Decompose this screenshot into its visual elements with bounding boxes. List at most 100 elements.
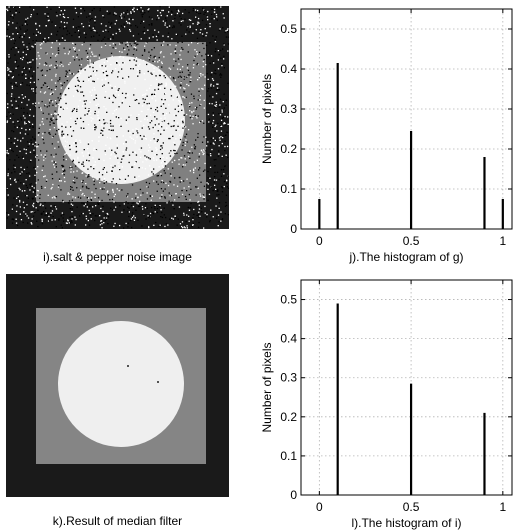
salt-speck bbox=[103, 217, 105, 219]
pepper-speck bbox=[151, 212, 153, 214]
pepper-speck bbox=[187, 64, 189, 66]
pepper-speck bbox=[7, 57, 9, 59]
salt-speck bbox=[70, 144, 73, 147]
salt-speck bbox=[154, 211, 156, 213]
salt-speck bbox=[122, 64, 124, 66]
pepper-speck bbox=[128, 116, 130, 118]
pepper-speck bbox=[70, 188, 72, 190]
salt-speck bbox=[156, 39, 158, 41]
salt-speck bbox=[99, 215, 101, 217]
salt-speck bbox=[7, 9, 9, 12]
salt-speck bbox=[17, 139, 19, 141]
pepper-speck bbox=[225, 36, 227, 38]
salt-speck bbox=[35, 34, 37, 36]
pepper-speck bbox=[162, 142, 164, 144]
salt-speck bbox=[132, 8, 134, 11]
pepper-speck bbox=[138, 9, 140, 11]
salt-speck bbox=[114, 156, 116, 158]
pepper-speck bbox=[17, 197, 19, 199]
salt-pepper-noise-image bbox=[6, 6, 229, 229]
salt-speck bbox=[51, 186, 53, 189]
pepper-speck bbox=[104, 96, 106, 99]
salt-speck bbox=[64, 145, 66, 148]
pepper-speck bbox=[71, 215, 73, 218]
pepper-speck bbox=[130, 25, 132, 27]
salt-speck bbox=[175, 95, 178, 97]
salt-speck bbox=[65, 158, 67, 161]
pepper-speck bbox=[112, 101, 114, 104]
salt-speck bbox=[26, 195, 28, 197]
salt-speck bbox=[181, 193, 184, 196]
pepper-speck bbox=[152, 34, 154, 36]
salt-speck bbox=[148, 144, 150, 146]
pepper-speck bbox=[97, 39, 99, 41]
pepper-speck bbox=[111, 22, 113, 24]
salt-speck bbox=[160, 61, 163, 63]
salt-speck bbox=[199, 193, 201, 195]
salt-speck bbox=[90, 110, 92, 112]
pepper-speck bbox=[26, 121, 28, 123]
pepper-speck bbox=[114, 96, 117, 99]
salt-speck bbox=[8, 137, 10, 140]
pepper-speck bbox=[95, 126, 97, 128]
pepper-speck bbox=[45, 207, 47, 209]
salt-speck bbox=[136, 202, 138, 204]
pepper-speck bbox=[69, 221, 71, 223]
pepper-speck bbox=[40, 87, 42, 89]
pepper-speck bbox=[130, 68, 132, 70]
salt-speck bbox=[193, 64, 195, 66]
salt-speck bbox=[161, 179, 163, 182]
salt-speck bbox=[10, 95, 13, 97]
pepper-speck bbox=[38, 106, 40, 109]
salt-speck bbox=[27, 48, 29, 50]
pepper-speck bbox=[13, 168, 15, 170]
salt-speck bbox=[218, 207, 220, 209]
pepper-speck bbox=[185, 221, 187, 223]
salt-speck bbox=[27, 17, 29, 19]
pepper-speck bbox=[68, 32, 71, 34]
salt-speck bbox=[171, 123, 173, 125]
salt-speck bbox=[202, 88, 204, 90]
salt-speck bbox=[126, 122, 128, 124]
pepper-speck bbox=[17, 188, 19, 190]
salt-speck bbox=[122, 151, 124, 153]
salt-speck bbox=[206, 16, 209, 18]
salt-speck bbox=[14, 137, 16, 140]
pepper-speck bbox=[151, 73, 153, 75]
salt-speck bbox=[14, 61, 16, 63]
salt-speck bbox=[93, 164, 95, 166]
pepper-speck bbox=[58, 99, 60, 101]
pepper-speck bbox=[61, 84, 63, 86]
salt-speck bbox=[120, 117, 122, 119]
salt-speck bbox=[74, 7, 77, 9]
pepper-speck bbox=[120, 42, 122, 44]
pepper-speck bbox=[62, 156, 65, 158]
pepper-speck bbox=[87, 176, 89, 178]
salt-speck bbox=[124, 80, 126, 82]
salt-speck bbox=[193, 169, 195, 172]
pepper-speck bbox=[141, 16, 143, 18]
salt-speck bbox=[179, 134, 181, 136]
salt-speck bbox=[198, 204, 200, 206]
salt-speck bbox=[41, 220, 43, 222]
salt-speck bbox=[198, 88, 200, 90]
salt-speck bbox=[159, 123, 161, 126]
pepper-speck bbox=[44, 131, 46, 134]
pepper-speck bbox=[11, 218, 13, 220]
pepper-speck bbox=[176, 224, 178, 226]
pepper-speck bbox=[220, 169, 223, 171]
pepper-speck bbox=[103, 182, 105, 184]
pepper-speck bbox=[77, 26, 79, 28]
salt-speck bbox=[162, 44, 164, 46]
pepper-speck bbox=[80, 91, 82, 93]
salt-speck bbox=[189, 110, 191, 112]
salt-speck bbox=[181, 221, 184, 223]
salt-speck bbox=[10, 183, 12, 186]
salt-speck bbox=[88, 209, 90, 212]
pepper-speck bbox=[88, 110, 90, 112]
salt-speck bbox=[32, 88, 35, 90]
salt-speck bbox=[162, 9, 164, 12]
x-tick-label: 0 bbox=[316, 500, 323, 514]
salt-speck bbox=[178, 99, 180, 102]
pepper-speck bbox=[27, 145, 29, 148]
